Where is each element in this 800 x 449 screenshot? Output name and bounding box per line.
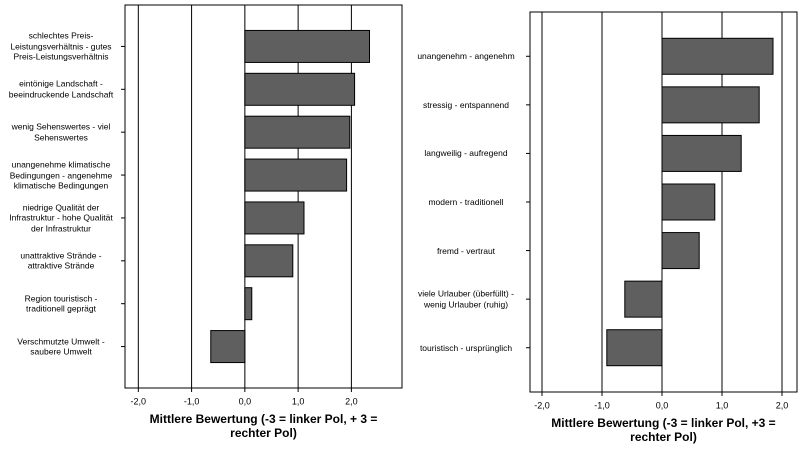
category-label: eintönige Landschaft - beeindruckende La…: [8, 78, 114, 100]
category-label: stressig - entspannend: [423, 99, 509, 110]
category-label: viele Urlauber (überfüllt) - wenig Urlau…: [418, 288, 514, 310]
x-tick-label: -1,0: [594, 400, 610, 410]
category-label: fremd - vertraut: [436, 245, 496, 256]
bar: [661, 86, 760, 124]
x-tick-label: 0,0: [656, 400, 669, 410]
x-axis-title: Mittlere Bewertung (-3 = linker Pol, + 3…: [149, 412, 378, 440]
category-label: Verschmutzte Umwelt - saubere Umwelt: [17, 336, 105, 357]
x-tick-label: 1,0: [292, 396, 305, 406]
x-tick-label: 1,0: [716, 400, 729, 410]
x-tick-label: 0,0: [239, 396, 252, 406]
category-label: Region touristisch - traditionell gepräg…: [24, 293, 98, 314]
bar: [661, 134, 742, 172]
x-tick-label: -1,0: [184, 396, 200, 406]
category-label: touristisch - ursprünglich: [419, 342, 513, 353]
category-label: niedrige Qualität der Infrastruktur - ho…: [9, 202, 113, 234]
category-label: unangenehm - angenehm: [417, 51, 515, 62]
bar: [661, 183, 716, 221]
category-label: modern - traditionell: [428, 196, 504, 207]
bar: [661, 232, 700, 270]
bar: [244, 201, 305, 235]
bar: [244, 115, 351, 149]
category-label: wenig Sehenswertes - viel Sehenswertes: [11, 121, 111, 143]
x-tick-label: -2,0: [534, 400, 550, 410]
x-axis-title: Mittlere Bewertung (-3 = linker Pol, +3 …: [551, 416, 776, 444]
bar: [244, 29, 371, 63]
plot-frame: [124, 4, 403, 389]
bar: [244, 158, 348, 192]
bar: [210, 330, 246, 364]
bar: [244, 72, 356, 106]
bar: [661, 37, 774, 75]
bar: [244, 287, 253, 321]
bar: [624, 280, 663, 318]
category-label: schlechtes Preis-Leistungsverhältnis - g…: [10, 30, 112, 62]
x-tick-label: -2,0: [131, 396, 147, 406]
x-tick-label: 2,0: [345, 396, 358, 406]
bar: [244, 244, 294, 278]
category-label: langweilig - aufregend: [424, 148, 508, 159]
bar: [606, 329, 663, 367]
category-label: unattraktive Strände - attraktive Stränd…: [20, 250, 102, 271]
x-tick-label: 2,0: [776, 400, 789, 410]
category-label: unangenehme klimatische Bedingungen - an…: [9, 159, 113, 191]
